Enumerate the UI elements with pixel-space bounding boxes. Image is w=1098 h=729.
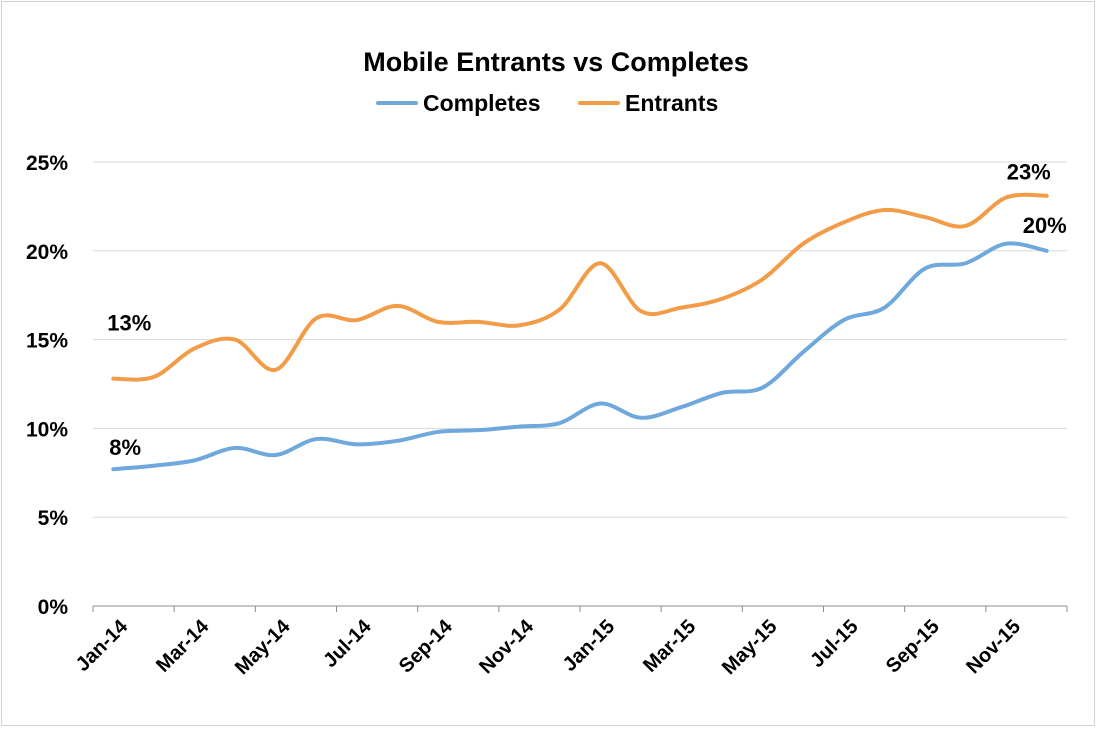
x-tick-label: Nov-14	[475, 615, 538, 678]
x-tick-label: Sep-15	[882, 616, 944, 678]
y-tick-label: 10%	[26, 418, 68, 441]
gridlines	[93, 161, 1067, 518]
y-tick-label: 25%	[26, 152, 68, 175]
legend-label-completes: Completes	[423, 90, 541, 116]
series-line-completes	[111, 241, 1049, 472]
x-tick-label: Nov-15	[962, 616, 1025, 679]
x-tick-label: Mar-14	[152, 615, 214, 677]
chart-title: Mobile Entrants vs Completes	[363, 47, 749, 77]
series-line-entrants	[111, 192, 1049, 382]
x-tick-label: Sep-14	[395, 615, 458, 678]
x-tick-label: Jul-14	[319, 615, 376, 672]
data-label-entrants: 13%	[107, 311, 151, 336]
x-tick-label: Jul-15	[806, 616, 862, 672]
data-label-entrants: 23%	[1007, 160, 1051, 185]
data-labels: 8% 20% 13% 23%	[107, 160, 1066, 461]
y-tick-label: 15%	[26, 330, 68, 353]
legend: Completes Entrants	[376, 90, 718, 116]
x-tick-label: Mar-15	[639, 616, 700, 677]
y-tick-label: 5%	[38, 507, 69, 530]
x-tick-label: May-15	[718, 616, 782, 680]
x-tick-label: Jan-14	[72, 615, 133, 676]
x-tick-label: Jan-15	[559, 616, 619, 676]
data-label-completes: 8%	[109, 435, 141, 460]
series-lines	[111, 192, 1049, 472]
y-axis-ticks: 0% 5% 10% 15% 20% 25%	[26, 152, 68, 619]
y-tick-label: 20%	[26, 241, 68, 264]
y-tick-label: 0%	[38, 596, 69, 619]
legend-label-entrants: Entrants	[625, 90, 718, 116]
data-label-completes: 20%	[1023, 213, 1067, 238]
x-tick-label: May-14	[231, 615, 295, 679]
x-axis: Jan-14 Mar-14 May-14 Jul-14 Sep-14 Nov-14 Jan-…	[72, 605, 1068, 680]
